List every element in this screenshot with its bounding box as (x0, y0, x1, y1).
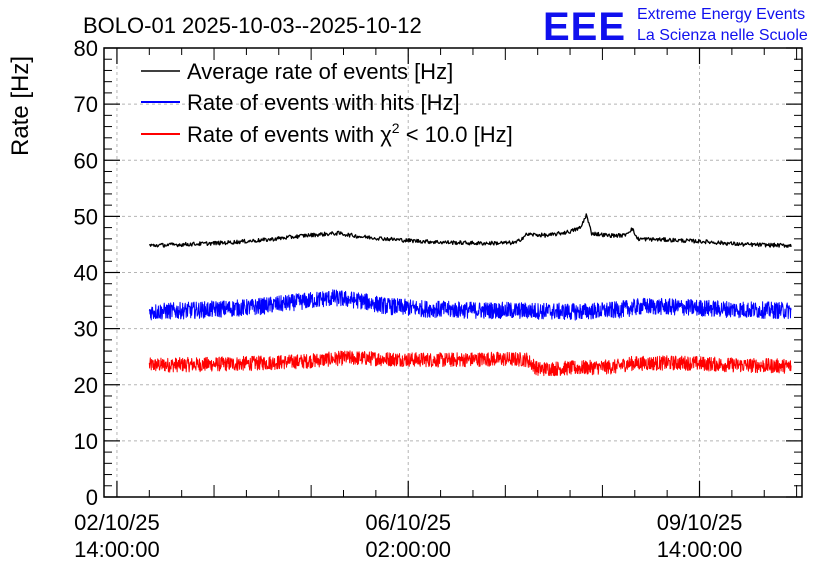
legend: Average rate of events [Hz] Rate of even… (141, 59, 513, 147)
legend-chi2-symbol: χ (380, 122, 392, 147)
y-tick-label: 50 (74, 204, 98, 229)
legend-chi2-superscript: 2 (392, 120, 400, 136)
x-tick-label-time: 14:00:00 (657, 537, 743, 562)
x-tick-label-time: 14:00:00 (74, 537, 160, 562)
legend-chi2-suffix: < 10.0 [Hz] (400, 122, 513, 147)
legend-label-hits: Rate of events with hits [Hz] (187, 90, 460, 115)
y-axis-title: Rate [Hz] (7, 56, 34, 156)
x-tick-label-date: 06/10/25 (365, 510, 451, 535)
y-tick-label: 30 (74, 317, 98, 342)
x-tick-label-date: 09/10/25 (657, 510, 743, 535)
y-tick-label: 60 (74, 148, 98, 173)
y-tick-label: 80 (74, 36, 98, 61)
y-tick-label: 0 (86, 485, 98, 510)
chart-title: BOLO-01 2025-10-03--2025-10-12 (83, 13, 422, 38)
series-line-chi2 (148, 350, 792, 377)
axes: 0102030405060708002/10/2514:00:0006/10/2… (74, 36, 802, 562)
series-line-average (148, 213, 792, 248)
x-tick-label-date: 02/10/25 (74, 510, 160, 535)
y-tick-label: 40 (74, 261, 98, 286)
eee-logo: EEE Extreme Energy Events La Scienza nel… (543, 5, 808, 49)
legend-label-chi2: Rate of events with χ2 < 10.0 [Hz] (187, 120, 513, 147)
series-group (148, 213, 792, 377)
y-tick-label: 20 (74, 373, 98, 398)
eee-logo-line1: Extreme Energy Events (637, 6, 805, 23)
eee-logo-line2: La Scienza nelle Scuole (637, 27, 808, 44)
legend-chi2-prefix: Rate of events with (187, 122, 380, 147)
series-line-hits (148, 289, 792, 321)
eee-logo-mark: EEE (543, 5, 626, 49)
y-tick-label: 70 (74, 92, 98, 117)
x-tick-label-time: 02:00:00 (365, 537, 451, 562)
plot-frame (103, 47, 803, 498)
y-tick-label: 10 (74, 429, 98, 454)
legend-label-average: Average rate of events [Hz] (187, 59, 453, 84)
